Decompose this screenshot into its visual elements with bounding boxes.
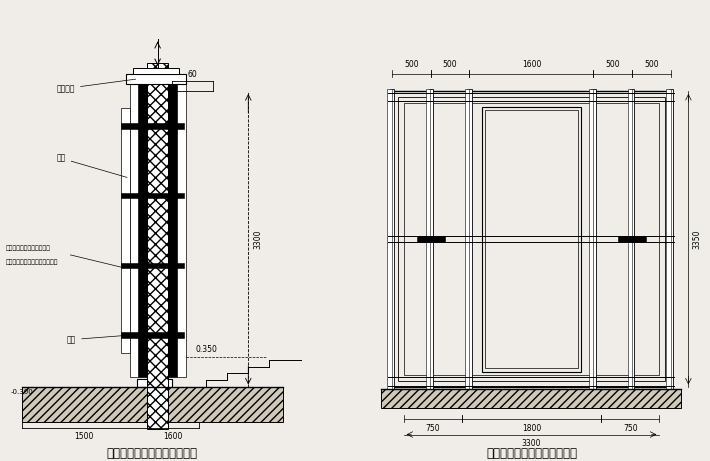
Bar — [485, 110, 578, 368]
Bar — [465, 89, 469, 389]
Text: 500: 500 — [606, 60, 620, 69]
Bar — [591, 89, 596, 389]
Text: 通过钉子将模板与木枋固定: 通过钉子将模板与木枋固定 — [6, 245, 51, 251]
Text: 3300: 3300 — [253, 230, 263, 249]
Bar — [398, 97, 665, 381]
Bar — [177, 81, 185, 377]
Bar — [121, 123, 184, 129]
Text: 3300: 3300 — [522, 439, 541, 448]
Text: 1600: 1600 — [522, 60, 541, 69]
Text: 落地式玻璃门成品保护正面图: 落地式玻璃门成品保护正面图 — [486, 447, 577, 460]
Bar — [589, 89, 593, 389]
Bar — [481, 106, 581, 372]
Bar — [137, 379, 172, 387]
Bar — [467, 89, 471, 389]
Bar — [168, 81, 177, 377]
Bar — [126, 74, 185, 84]
Text: 1800: 1800 — [522, 424, 541, 433]
Text: 500: 500 — [644, 60, 659, 69]
Bar — [121, 263, 184, 268]
Bar — [388, 89, 392, 389]
Text: 750: 750 — [425, 424, 440, 433]
Bar — [404, 103, 659, 375]
Bar — [426, 89, 430, 389]
Text: 模板: 模板 — [67, 335, 127, 344]
Bar — [138, 81, 147, 377]
Text: 500: 500 — [404, 60, 419, 69]
Bar — [667, 89, 671, 389]
Bar — [417, 236, 444, 242]
Text: -0.300: -0.300 — [11, 389, 34, 395]
Bar — [390, 89, 394, 389]
Bar — [147, 63, 168, 429]
Bar — [618, 236, 646, 242]
Bar — [429, 89, 433, 389]
Text: 广告底框: 广告底框 — [57, 79, 136, 93]
Bar — [121, 193, 184, 198]
Bar — [628, 89, 632, 389]
Bar — [669, 89, 673, 389]
Bar — [392, 91, 671, 387]
Bar — [21, 387, 283, 422]
Text: 750: 750 — [623, 424, 638, 433]
Bar — [121, 332, 184, 338]
Text: 3350: 3350 — [692, 230, 701, 249]
Text: 木枋: 木枋 — [57, 154, 127, 177]
Text: 落地式玻璃门成品保护立面图: 落地式玻璃门成品保护立面图 — [107, 447, 198, 460]
Text: 500: 500 — [443, 60, 457, 69]
Text: 60: 60 — [187, 70, 197, 79]
Text: 1500: 1500 — [75, 432, 94, 441]
Bar — [130, 81, 138, 377]
Bar — [630, 89, 634, 389]
Text: 通过铁丝将钢管与木枋捆绑牢靠: 通过铁丝将钢管与木枋捆绑牢靠 — [6, 259, 58, 265]
Text: 1600: 1600 — [163, 432, 183, 441]
Bar — [381, 389, 682, 408]
Text: 0.350: 0.350 — [196, 345, 218, 355]
Bar — [121, 108, 130, 353]
Bar — [133, 68, 178, 74]
